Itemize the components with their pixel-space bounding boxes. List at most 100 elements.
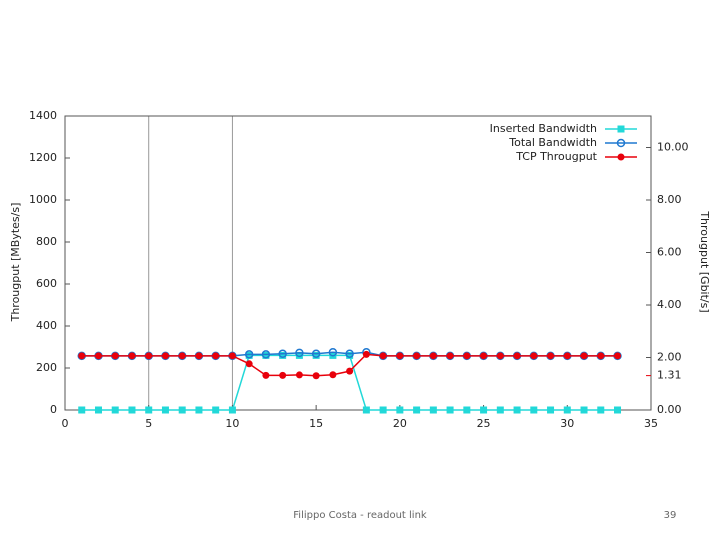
point xyxy=(563,352,571,360)
point xyxy=(563,406,571,414)
point xyxy=(312,372,320,380)
y-tick-label: 1000 xyxy=(29,193,57,206)
point xyxy=(261,350,271,359)
point xyxy=(212,406,220,414)
y-tick-label: 200 xyxy=(36,361,57,374)
y-tick-label: 600 xyxy=(36,277,57,290)
x-tick-label: 20 xyxy=(393,417,407,430)
point xyxy=(580,406,588,414)
point xyxy=(547,406,555,414)
point xyxy=(345,349,354,358)
point xyxy=(228,352,236,360)
point xyxy=(480,352,488,360)
y-tick-label: 1400 xyxy=(29,109,57,122)
point xyxy=(161,352,169,360)
point xyxy=(362,406,370,414)
y2-tick-label: 0.00 xyxy=(657,403,682,416)
point xyxy=(496,406,504,414)
point xyxy=(597,406,605,414)
point xyxy=(128,406,136,414)
point xyxy=(597,352,605,360)
x-tick-label: 25 xyxy=(477,417,491,430)
legend-marker xyxy=(616,138,626,148)
point xyxy=(463,406,471,414)
point xyxy=(614,352,622,360)
y-tick-label: 1200 xyxy=(29,151,57,164)
legend-marker xyxy=(617,153,625,161)
point xyxy=(311,349,321,358)
y-axis-label: Througput [MBytes/s] xyxy=(9,203,22,323)
point xyxy=(530,406,538,414)
point xyxy=(78,406,86,414)
point xyxy=(413,406,421,414)
legend-marker xyxy=(617,125,625,133)
point xyxy=(78,352,86,360)
point xyxy=(111,352,119,360)
series-line xyxy=(81,354,618,411)
point xyxy=(244,350,254,359)
x-tick-label: 10 xyxy=(225,417,239,430)
footer-text: Filippo Costa - readout link xyxy=(293,510,427,521)
point xyxy=(328,348,338,357)
point xyxy=(94,406,102,414)
x-tick-label: 30 xyxy=(560,417,574,430)
legend-label: Total Bandwidth xyxy=(508,136,597,149)
point xyxy=(480,406,488,414)
point xyxy=(496,352,504,360)
point xyxy=(530,352,538,360)
point xyxy=(279,351,287,359)
y-tick-label: 400 xyxy=(36,319,57,332)
point xyxy=(429,352,437,360)
point xyxy=(295,351,303,359)
point xyxy=(228,406,236,414)
point xyxy=(111,406,119,414)
point xyxy=(245,351,253,359)
y-tick-label: 800 xyxy=(36,235,57,248)
point xyxy=(178,352,186,360)
point xyxy=(413,352,421,360)
x-tick-label: 15 xyxy=(309,417,323,430)
point xyxy=(128,352,136,360)
y2-tick-label: 6.00 xyxy=(657,246,682,259)
point xyxy=(278,349,287,358)
point xyxy=(212,352,220,360)
point xyxy=(429,406,437,414)
point xyxy=(94,352,102,360)
legend-label: TCP Througput xyxy=(515,150,597,163)
point xyxy=(346,351,354,359)
point xyxy=(295,348,304,358)
point xyxy=(379,406,387,414)
point xyxy=(295,371,303,379)
point xyxy=(178,406,186,414)
point xyxy=(279,371,287,379)
point xyxy=(513,352,521,360)
point xyxy=(396,406,404,414)
x-tick-label: 0 xyxy=(62,417,69,430)
point xyxy=(513,406,521,414)
legend-label: Inserted Bandwidth xyxy=(490,122,597,135)
x-tick-label: 35 xyxy=(644,417,658,430)
y2-axis-label: Througput [Gbit/s] xyxy=(698,210,711,312)
y2-tick-label: 4.00 xyxy=(657,298,682,311)
point xyxy=(396,352,404,360)
point xyxy=(614,406,622,414)
point xyxy=(245,360,253,368)
y2-marker-label: 1.31 xyxy=(657,369,682,382)
point xyxy=(195,352,203,360)
point xyxy=(195,406,203,414)
point xyxy=(262,371,270,379)
plot-frame xyxy=(64,115,652,411)
point xyxy=(329,371,337,379)
point xyxy=(145,406,153,414)
y2-tick-label: 8.00 xyxy=(657,193,682,206)
point xyxy=(446,406,454,414)
point xyxy=(379,352,387,360)
x-tick-label: 5 xyxy=(145,417,152,430)
point xyxy=(161,406,169,414)
y2-tick-label: 2.00 xyxy=(657,351,682,364)
y-tick-label: 0 xyxy=(50,403,57,416)
point xyxy=(346,367,354,375)
point xyxy=(145,352,153,360)
point xyxy=(362,350,370,358)
